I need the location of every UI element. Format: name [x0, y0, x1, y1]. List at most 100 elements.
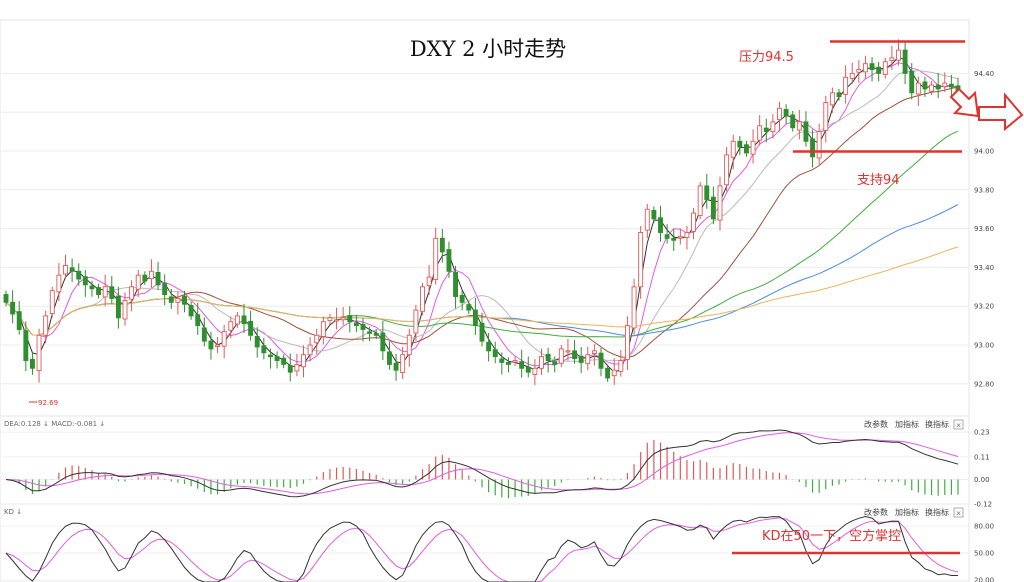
candle-body [56, 274, 62, 293]
candle-body [201, 327, 207, 342]
kd-close-icon: × [956, 510, 962, 518]
candle-body [486, 341, 492, 352]
candle-body [532, 367, 538, 375]
candle-body [135, 274, 141, 290]
candle-body [446, 249, 452, 272]
price-tick-label: 92.80 [974, 380, 994, 388]
candle-body [909, 70, 915, 94]
candle-body [942, 82, 948, 88]
kd-add-indicator-button[interactable]: 加指标 [895, 507, 919, 517]
candle-body [743, 144, 749, 154]
candle-body [353, 322, 359, 327]
macd-tick-label: 0.11 [974, 453, 990, 461]
candle-body [829, 92, 835, 106]
candle-body [757, 125, 763, 141]
candle-body [896, 49, 901, 61]
candle-body [254, 336, 260, 348]
candle-body [677, 235, 683, 239]
price-tick-label: 94.00 [974, 148, 994, 156]
candle-body [347, 315, 353, 323]
candle-body [36, 334, 42, 372]
candle-body [393, 362, 399, 371]
candle-body [109, 286, 115, 299]
candle-body [598, 352, 604, 369]
candle-body [360, 323, 366, 330]
price-tick-label: 93.00 [974, 342, 994, 350]
candle-body [618, 360, 624, 372]
chart-title: DXY 2 小时走势 [410, 37, 566, 61]
candle-body [697, 185, 703, 216]
candle-body [816, 131, 822, 159]
candle-body [691, 212, 697, 232]
candle-body [248, 320, 254, 336]
candle-body [902, 49, 908, 74]
candle-body [195, 314, 201, 327]
candle-body [43, 315, 49, 336]
candle-body [611, 369, 617, 377]
candle-body [572, 350, 578, 360]
candle-body [433, 237, 439, 280]
candle-body [810, 138, 816, 158]
kd-header: KD ↓ [4, 508, 22, 516]
kd-edit-params-button[interactable]: 改参数 [864, 507, 888, 517]
candle-body [750, 140, 756, 155]
candle-body [340, 317, 346, 321]
macd-tick-label: 0.00 [974, 476, 990, 484]
candle-body [76, 270, 82, 280]
candle-body [29, 358, 35, 369]
candle-body [915, 82, 921, 95]
candle-body [69, 267, 75, 272]
candle-body [294, 363, 300, 372]
gridlines [0, 72, 969, 385]
candle-body [334, 319, 340, 322]
macd-panel [0, 415, 970, 505]
candle-body [525, 366, 531, 373]
candle-body [889, 57, 895, 62]
candle-body [320, 321, 326, 337]
resistance-label: 压力94.5 [739, 50, 794, 65]
candle-body [803, 121, 809, 142]
candle-body [624, 325, 630, 360]
candle-body [935, 84, 941, 90]
macd-switch-indicator-button[interactable]: 换指标 [925, 419, 949, 429]
kd-switch-indicator-button[interactable]: 换指标 [925, 507, 949, 517]
candle-body [188, 304, 194, 317]
candle-body [704, 185, 710, 200]
candle-body [115, 295, 121, 319]
candle-body [929, 84, 935, 92]
candle-body [499, 358, 505, 363]
kd-tick-label: 20.00 [974, 577, 994, 582]
candle-body [400, 354, 406, 373]
candle-body [545, 353, 551, 361]
candle-body [717, 185, 723, 221]
down-arrow-icon [949, 87, 980, 118]
candle-body [386, 351, 392, 365]
kd-close-button[interactable] [953, 507, 964, 518]
macd-close-button[interactable] [953, 419, 964, 430]
kd-tick-label: 80.00 [974, 523, 994, 531]
candle-body [380, 332, 386, 352]
candle-body [836, 92, 842, 98]
candle-body [730, 140, 736, 158]
candle-body [228, 321, 234, 331]
macd-tick-label: 0.23 [974, 429, 990, 437]
candle-body [89, 285, 95, 290]
candle-body [122, 299, 128, 320]
candle-body [777, 107, 782, 121]
candle-body [539, 356, 544, 369]
candle-body [823, 102, 829, 131]
macd-indicator: 0.23 0.11 0.00 -0.12 [0, 429, 992, 509]
macd-add-indicator-button[interactable]: 加指标 [895, 419, 919, 429]
candle-body [658, 217, 663, 233]
macd-edit-params-button[interactable]: 改参数 [864, 419, 888, 429]
price-panel [0, 19, 970, 417]
candle-body [763, 127, 769, 133]
candle-body [221, 330, 227, 347]
candle-body [327, 317, 333, 322]
candle-body [413, 309, 419, 334]
price-tick-label: 93.20 [974, 303, 994, 311]
candle-body [876, 66, 882, 74]
candle-body [426, 276, 432, 287]
kd-k-line [5, 515, 958, 582]
right-arrow-icon [978, 92, 1024, 132]
